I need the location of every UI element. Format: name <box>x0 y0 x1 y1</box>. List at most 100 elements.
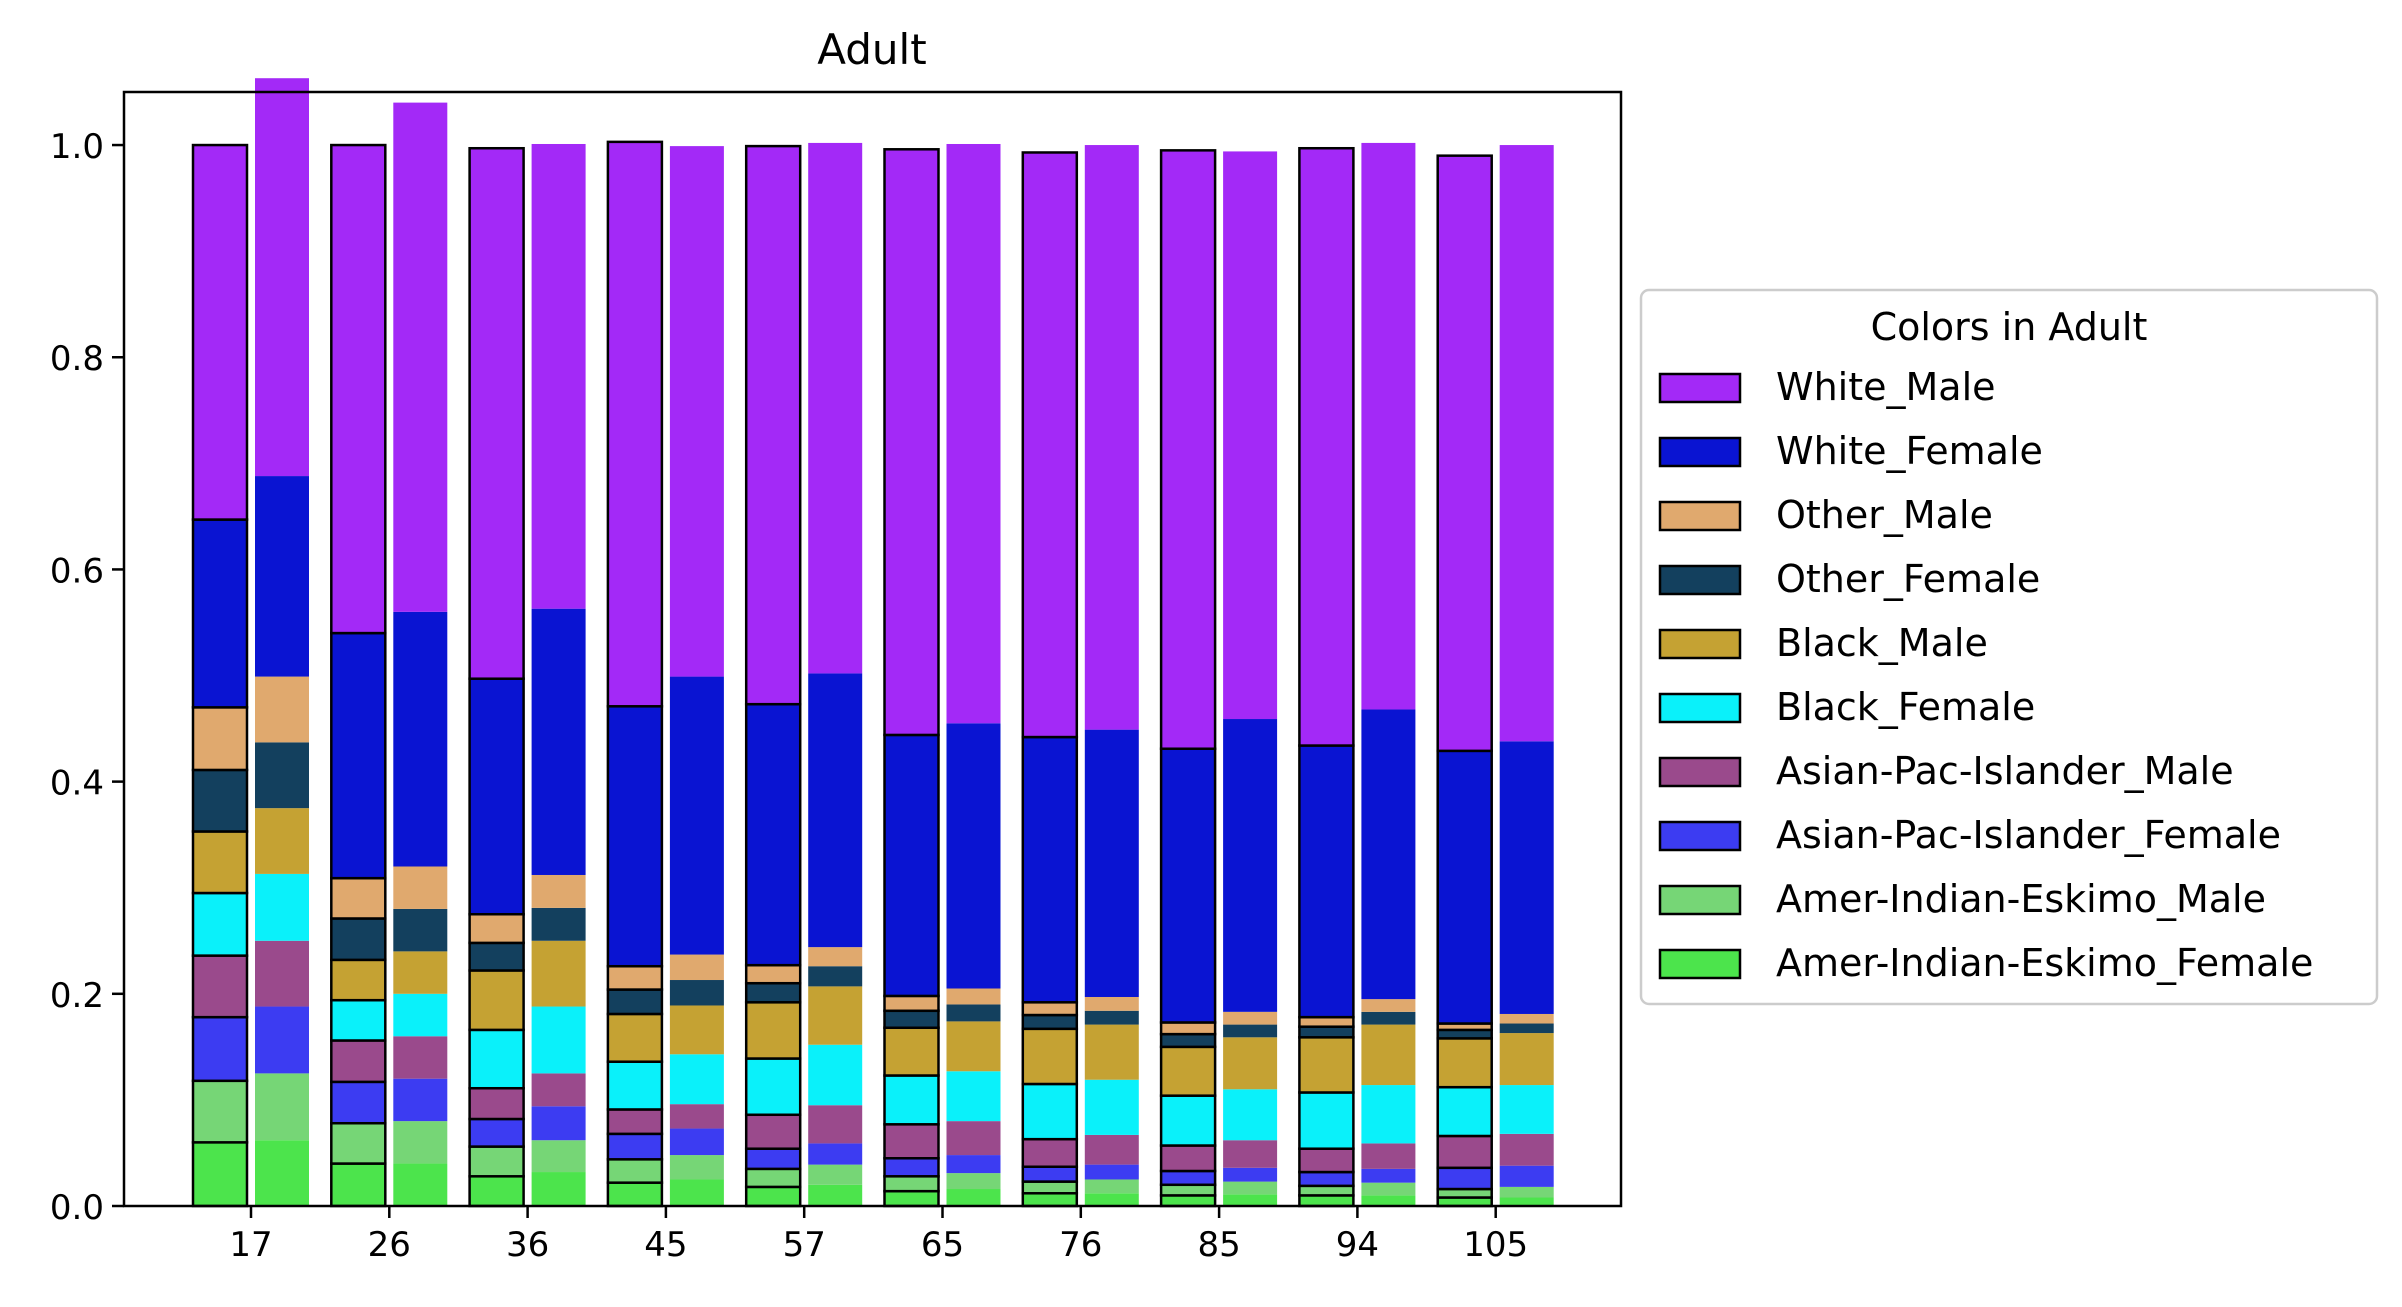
bar-segment <box>1361 1168 1416 1183</box>
bar-segment <box>883 1157 940 1178</box>
bar-segment <box>330 876 387 920</box>
bar-segment <box>1223 1011 1278 1025</box>
bar-segment <box>1436 1028 1493 1040</box>
bar-segment <box>946 1155 1001 1174</box>
bar-segment <box>808 947 863 967</box>
bar-segment <box>1361 142 1416 710</box>
y-tick-label: 0.6 <box>50 551 104 591</box>
bar-segment <box>393 1121 448 1164</box>
bar-segment <box>744 1057 802 1117</box>
bar-segment <box>1021 1027 1079 1086</box>
bar-segment <box>606 964 664 991</box>
bar-segment <box>744 1113 802 1150</box>
bar-segment <box>808 986 863 1045</box>
bar-segment <box>1084 996 1139 1011</box>
y-tick-label: 0.8 <box>50 339 104 379</box>
bar-segment <box>531 874 586 908</box>
x-tick-label: 85 <box>1197 1225 1240 1265</box>
bar-segment <box>1298 1091 1355 1150</box>
bar-segment <box>531 1172 586 1206</box>
bar-segment <box>330 143 387 635</box>
bar-segment <box>883 1074 940 1126</box>
bar-segment <box>669 1054 724 1105</box>
bar-segment <box>883 1189 940 1208</box>
bar-segment <box>1361 1085 1416 1144</box>
legend-label: Other_Female <box>1776 557 2040 601</box>
plot-frame <box>122 90 1623 1208</box>
bar-segment <box>468 1086 525 1121</box>
bar-segment <box>1499 1186 1554 1198</box>
bar-segment <box>669 954 724 981</box>
bar-segment <box>1159 1169 1217 1187</box>
bar-segment <box>191 768 249 833</box>
bar-segment <box>255 1140 309 1206</box>
bar-segment <box>669 146 724 677</box>
bar-segment <box>393 1163 448 1206</box>
bar-segment <box>606 140 664 708</box>
y-tick-label: 0.2 <box>50 976 104 1016</box>
bar-segment <box>1499 1013 1554 1024</box>
bar-segment <box>1159 747 1217 1024</box>
legend-swatch <box>1658 436 1742 468</box>
x-axis: 17 26 36 45 57 65 76 85 94 105 <box>229 1206 1528 1265</box>
bar-segment <box>531 1073 586 1107</box>
x-tick-label: 26 <box>368 1225 411 1265</box>
bar-segment <box>255 1006 309 1074</box>
bar-segment <box>1223 1037 1278 1090</box>
bar-segment <box>1159 1021 1217 1036</box>
bar-segment <box>468 677 525 916</box>
bar-segment <box>1223 1167 1278 1182</box>
y-tick-label: 0.4 <box>50 764 104 804</box>
bar-segment <box>744 144 802 706</box>
bar-segment <box>1223 1194 1278 1206</box>
x-tick-label: 36 <box>506 1225 549 1265</box>
bar-segment <box>531 907 586 941</box>
bar-segment <box>1223 719 1278 1012</box>
bar-segment <box>1436 1187 1493 1199</box>
bar-segment <box>468 941 525 972</box>
x-tick-label: 65 <box>921 1225 964 1265</box>
bar-segment <box>946 1004 1001 1022</box>
bar-segment <box>669 1104 724 1129</box>
bar-segment <box>255 476 309 677</box>
bar-segment <box>883 1009 940 1030</box>
bar-segment <box>255 1073 309 1141</box>
bar-segment <box>393 1036 448 1079</box>
bar-segment <box>606 1132 664 1161</box>
chart-title: Adult <box>817 25 926 74</box>
bar-segment <box>669 1179 724 1206</box>
bar-segment <box>744 1167 802 1189</box>
bar-segment <box>330 1039 387 1084</box>
bar-segment <box>531 1140 586 1173</box>
bar-segment <box>191 891 249 957</box>
bar-segment <box>1298 146 1355 747</box>
bar-segment <box>255 742 309 809</box>
legend-swatch <box>1658 372 1742 404</box>
bar-segment <box>1084 729 1139 997</box>
bar-segment <box>393 993 448 1037</box>
bar-segment <box>531 1006 586 1074</box>
bar-segment <box>1361 1143 1416 1169</box>
bar-segment <box>1084 1134 1139 1165</box>
bar-segment <box>1021 735 1079 1004</box>
bar-segment <box>1084 1164 1139 1180</box>
bar-segment <box>1223 151 1278 720</box>
x-tick-label: 76 <box>1059 1225 1102 1265</box>
bar-segment <box>606 1108 664 1136</box>
bar-segment <box>1298 1184 1355 1197</box>
legend-box <box>1639 288 2379 1006</box>
y-tick-label: 0.0 <box>50 1188 104 1228</box>
bar-segment <box>468 1175 525 1208</box>
bar-segment <box>1021 1192 1079 1208</box>
bar-segment <box>744 1001 802 1060</box>
bar-segment <box>330 958 387 1002</box>
bar-segment <box>330 1162 387 1208</box>
bar-segment <box>946 723 1001 989</box>
x-tick-label: 45 <box>644 1225 687 1265</box>
legend-label: Amer-Indian-Eskimo_Female <box>1776 941 2313 985</box>
bar-segment <box>1298 744 1355 1019</box>
bar-segment <box>531 940 586 1007</box>
bar-segment <box>946 1121 1001 1156</box>
bar-segment <box>744 702 802 967</box>
